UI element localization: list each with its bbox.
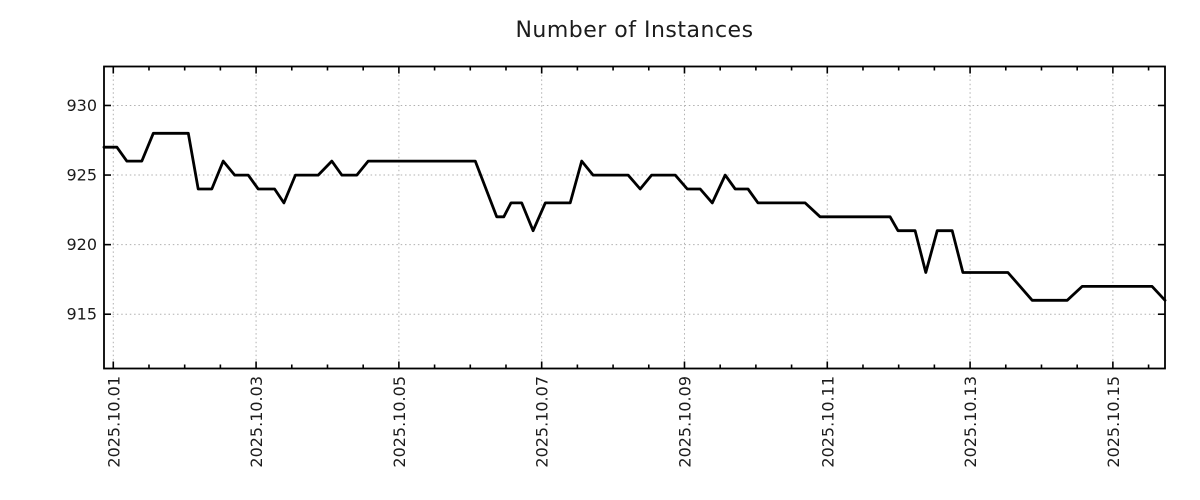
x-tick-label: 2025.10.15 bbox=[1104, 376, 1123, 468]
x-tick-label: 2025.10.07 bbox=[533, 376, 552, 468]
chart-title: Number of Instances bbox=[515, 18, 754, 43]
x-tick-label: 2025.10.09 bbox=[675, 376, 694, 468]
data-line bbox=[102, 131, 1167, 302]
x-tick-label: 2025.10.13 bbox=[961, 376, 980, 468]
x-tick-label: 2025.10.03 bbox=[247, 376, 266, 468]
plot-border bbox=[103, 65, 1166, 370]
x-tick-label: 2025.10.05 bbox=[390, 376, 409, 468]
y-tick-label: 920 bbox=[66, 235, 97, 254]
y-tick-label: 930 bbox=[66, 96, 97, 115]
x-tick-label: 2025.10.11 bbox=[818, 376, 837, 468]
y-tick-label: 915 bbox=[66, 305, 97, 324]
x-tick-label: 2025.10.01 bbox=[104, 376, 123, 468]
y-tick-label: 925 bbox=[66, 166, 97, 185]
